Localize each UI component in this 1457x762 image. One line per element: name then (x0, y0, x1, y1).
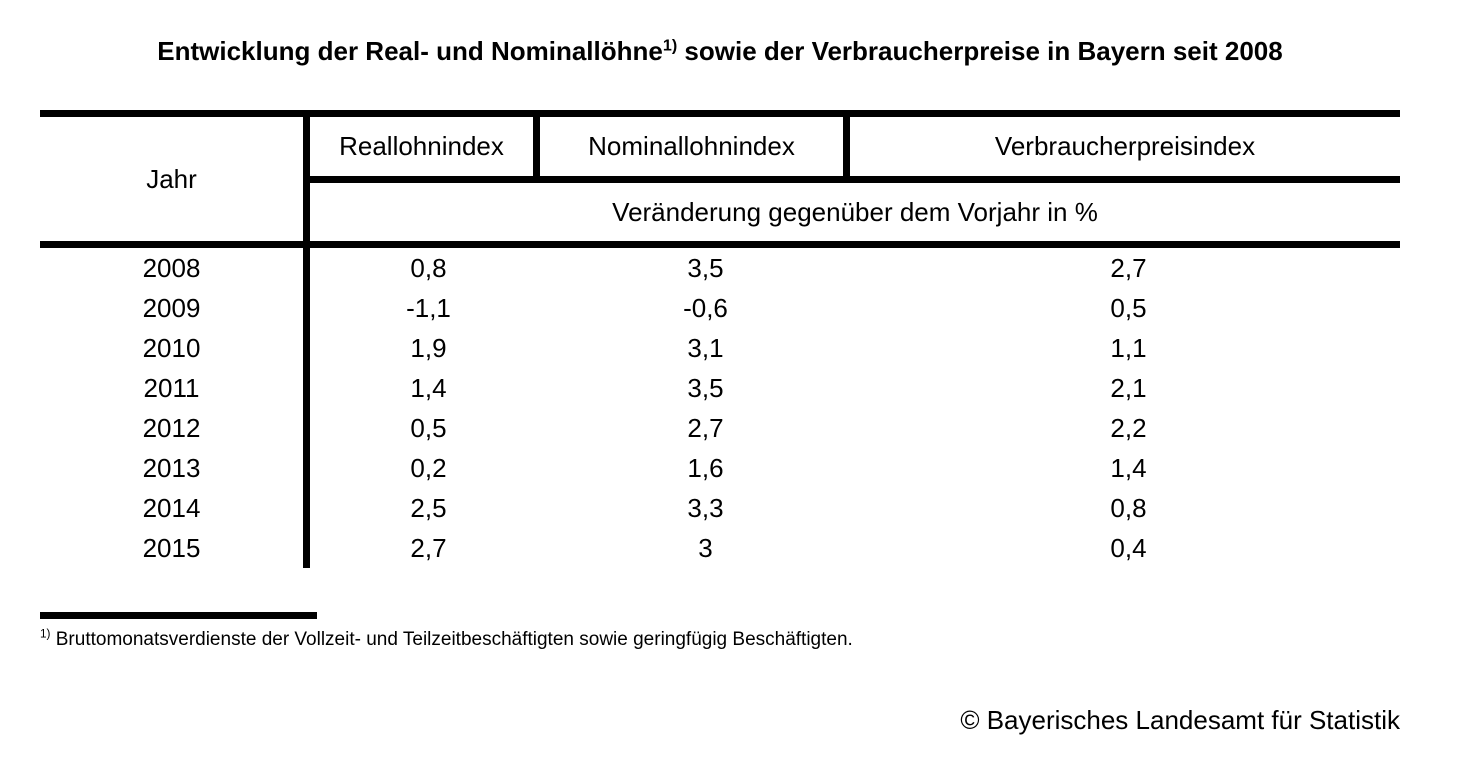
cell-nominallohnindex: 2,7 (687, 412, 724, 443)
cell-verbraucherpreisindex: 0,8 (1110, 492, 1147, 523)
cell-nominallohnindex: 3,5 (687, 372, 724, 403)
cell-jahr: 2012 (40, 408, 310, 448)
cell-jahr: 2008 (40, 248, 310, 288)
cell-nominallohnindex: 3,3 (687, 492, 724, 523)
cell-nominallohnindex: 3,1 (687, 332, 724, 363)
column-header-verbraucherpreisindex: Verbraucherpreisindex (994, 131, 1256, 161)
cell-jahr: 2013 (40, 448, 310, 488)
cell-nominallohnindex: 3,5 (687, 252, 724, 283)
table-row: 2008 0,8 3,5 2,7 (40, 248, 1400, 288)
cell-verbraucherpreisindex: 1,1 (1110, 332, 1147, 363)
footnote: 1) Bruttomonatsverdienste der Vollzeit- … (40, 627, 1400, 653)
footnote-text: Bruttomonatsverdienste der Vollzeit- und… (55, 629, 853, 650)
table-header: Jahr Reallohnindex Nominallohnindex Verb… (40, 110, 1400, 248)
column-header-nominallohnindex: Nominallohnindex (540, 117, 850, 176)
cell-verbraucherpreisindex: 2,1 (1110, 372, 1147, 403)
title-footnote-marker: 1) (662, 36, 678, 55)
cell-reallohnindex: -1,1 (406, 292, 451, 323)
cell-verbraucherpreisindex: 2,7 (1110, 252, 1147, 283)
table-row: 2013 0,2 1,6 1,4 (40, 448, 1400, 488)
cell-verbraucherpreisindex: 0,4 (1110, 532, 1147, 563)
title-text-prefix: Entwicklung der Real- und Nominallöhne (157, 36, 663, 66)
data-table: Jahr Reallohnindex Nominallohnindex Verb… (40, 110, 1400, 568)
cell-reallohnindex: 0,2 (410, 452, 447, 483)
cell-verbraucherpreisindex: 0,5 (1110, 292, 1147, 323)
cell-jahr: 2014 (40, 488, 310, 528)
page-title: Entwicklung der Real- und Nominallöhne1)… (40, 36, 1400, 66)
cell-jahr: 2015 (40, 528, 310, 568)
table-row: 2012 0,5 2,7 2,2 (40, 408, 1400, 448)
cell-verbraucherpreisindex: 2,2 (1110, 412, 1147, 443)
table-row: 2011 1,4 3,5 2,1 (40, 368, 1400, 408)
cell-reallohnindex: 2,7 (410, 532, 447, 563)
cell-nominallohnindex: 1,6 (687, 452, 724, 483)
footnote-marker: 1) (40, 627, 51, 641)
cell-nominallohnindex: 3 (698, 532, 713, 563)
table-row: 2009 -1,1 -0,6 0,5 (40, 288, 1400, 328)
table-header-right: Reallohnindex Nominallohnindex Verbrauch… (310, 117, 1400, 241)
cell-jahr: 2010 (40, 328, 310, 368)
cell-reallohnindex: 1,9 (410, 332, 447, 363)
cell-jahr: 2011 (40, 368, 310, 408)
cell-verbraucherpreisindex: 1,4 (1110, 452, 1147, 483)
footnote-separator (40, 612, 317, 619)
table-row: 2015 2,7 3 0,4 (40, 528, 1400, 568)
copyright: © Bayerisches Landesamt für Statistik (960, 705, 1400, 735)
subheader-unit: Veränderung gegenüber dem Vorjahr in % (612, 196, 1098, 227)
table-row: 2014 2,5 3,3 0,8 (40, 488, 1400, 528)
cell-reallohnindex: 1,4 (410, 372, 447, 403)
cell-reallohnindex: 0,5 (410, 412, 447, 443)
cell-jahr: 2009 (40, 288, 310, 328)
column-header-jahr: Jahr (40, 117, 310, 241)
cell-reallohnindex: 2,5 (410, 492, 447, 523)
index-header-row: Reallohnindex Nominallohnindex Verbrauch… (310, 117, 1400, 183)
cell-reallohnindex: 0,8 (410, 252, 447, 283)
title-text-suffix: sowie der Verbraucherpreise in Bayern se… (677, 36, 1283, 66)
table-row: 2010 1,9 3,1 1,1 (40, 328, 1400, 368)
table-body: 2008 0,8 3,5 2,7 2009 -1,1 -0,6 0,5 2010… (40, 248, 1400, 568)
column-header-reallohnindex: Reallohnindex (310, 117, 540, 176)
cell-nominallohnindex: -0,6 (683, 292, 728, 323)
